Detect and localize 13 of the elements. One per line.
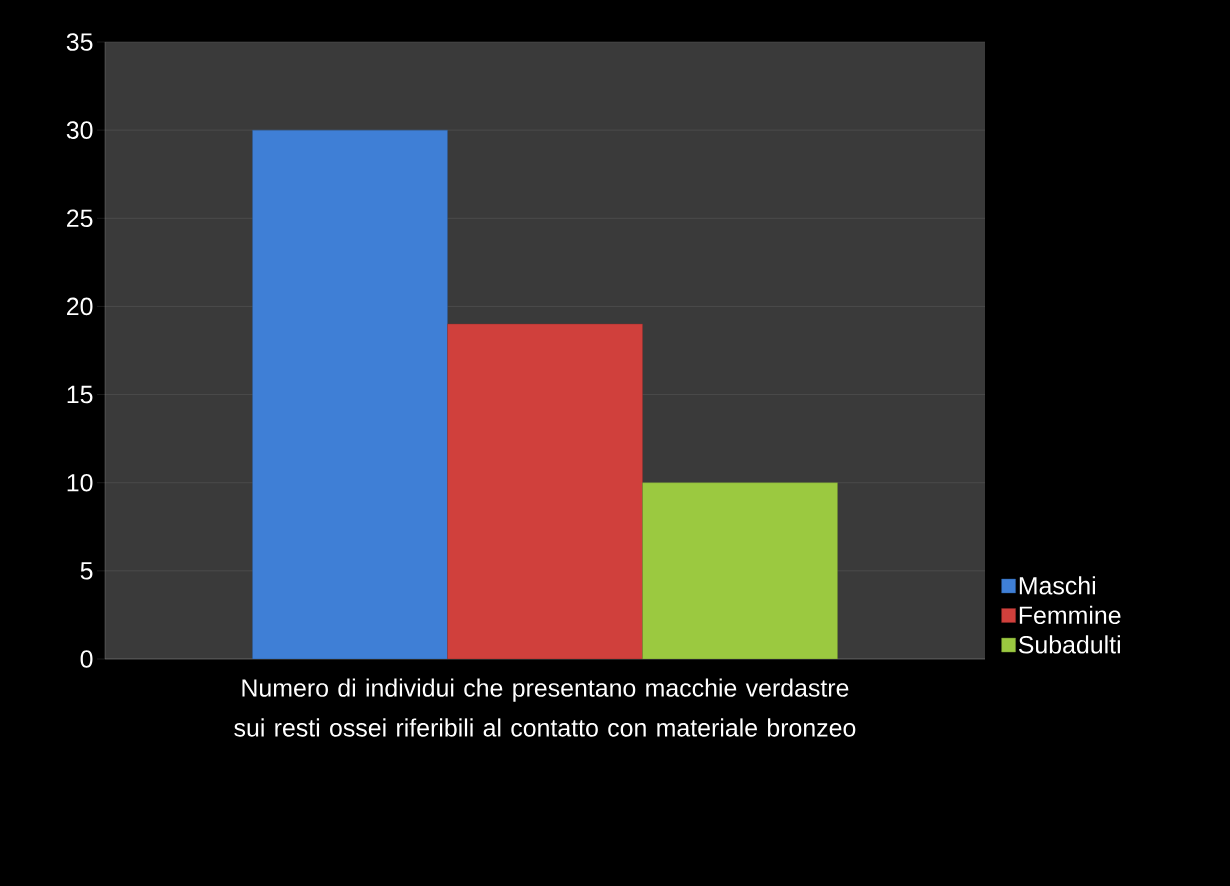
legend-label: Femmine xyxy=(1019,605,1121,625)
x-tick-label: Numero di individui che presentano macchie verdastre sui resti ossei riferibili al contatto con materiale bronzeo xyxy=(234,678,856,737)
y-tick-label: 20 xyxy=(67,297,93,316)
y-tick-label: 30 xyxy=(66,121,93,139)
y-tick-label: 5 xyxy=(80,562,93,580)
legend-label: Subadulti xyxy=(1018,635,1120,654)
y-tick-label: 10 xyxy=(67,473,93,492)
y-tick-label: 15 xyxy=(67,385,93,404)
bar xyxy=(642,482,838,659)
y-tick-label: 0 xyxy=(80,650,93,668)
y-tick-label: 35 xyxy=(66,33,93,51)
legend-label: Maschi xyxy=(1019,576,1095,595)
y-tick-label: 25 xyxy=(67,209,93,228)
